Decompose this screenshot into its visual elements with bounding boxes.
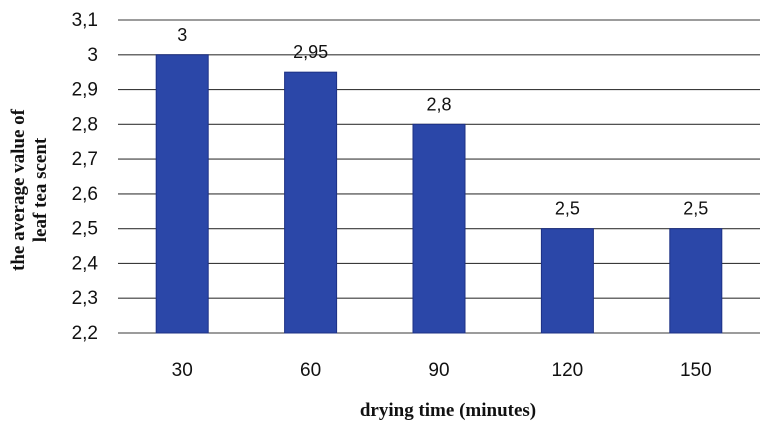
x-tick-label: 150 [680, 360, 712, 381]
y-tick-label: 3,1 [72, 10, 98, 31]
y-tick-label: 3 [87, 45, 98, 66]
y-axis-title: the average value of leaf tea scent [8, 108, 51, 271]
x-tick-label: 120 [552, 360, 584, 381]
y-tick-label: 2,8 [72, 114, 98, 135]
x-tick-label: 90 [428, 360, 449, 381]
y-tick-label: 2,6 [72, 184, 98, 205]
bar [412, 123, 466, 334]
data-label: 2,8 [426, 94, 451, 114]
bar [155, 54, 209, 334]
y-axis-title-line-2: leaf tea scent [30, 137, 51, 242]
y-axis-title-line-1: the average value of [8, 108, 29, 271]
y-tick-label: 2,2 [72, 323, 98, 344]
x-tick-labels: 30 60 90 120 150 [172, 360, 712, 381]
data-label: 2,5 [555, 199, 580, 219]
bar [669, 228, 723, 334]
bar [540, 228, 594, 334]
y-tick-label: 2,5 [72, 219, 98, 240]
x-tick-label: 60 [300, 360, 321, 381]
data-labels: 3 2,95 2,8 2,5 2,5 [177, 25, 708, 219]
y-tick-label: 2,3 [72, 288, 98, 309]
data-label: 2,5 [683, 199, 708, 219]
x-tick-label: 30 [172, 360, 193, 381]
bar [284, 71, 338, 334]
bars [155, 54, 723, 334]
y-tick-label: 2,7 [72, 149, 98, 170]
y-tick-label: 2,9 [72, 80, 98, 101]
y-tick-labels: 2,2 2,3 2,4 2,5 2,6 2,7 2,8 2,9 3 3,1 [72, 10, 99, 344]
data-label: 2,95 [293, 42, 328, 62]
x-axis-title: drying time (minutes) [360, 400, 536, 421]
data-label: 3 [177, 25, 187, 45]
y-tick-label: 2,4 [72, 253, 99, 274]
